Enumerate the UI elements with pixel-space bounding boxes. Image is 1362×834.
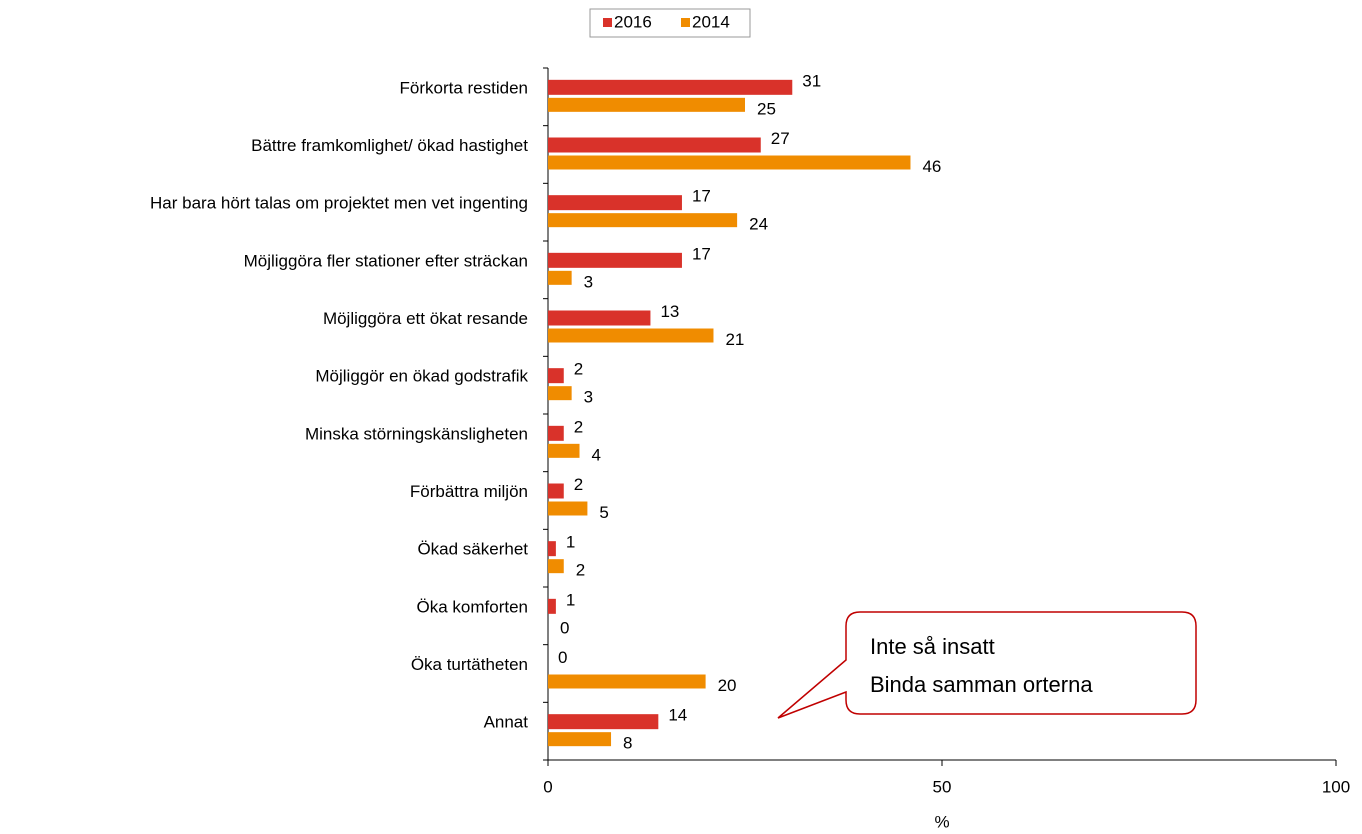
legend-swatch xyxy=(603,18,612,27)
bar xyxy=(548,97,745,112)
data-label: 46 xyxy=(922,157,941,176)
data-label: 1 xyxy=(566,590,575,609)
y-tick-label: Ökad säkerhet xyxy=(417,540,528,559)
bar xyxy=(548,270,572,285)
data-label: 24 xyxy=(749,215,768,234)
data-label: 2 xyxy=(574,475,583,494)
data-label: 0 xyxy=(560,618,569,637)
data-label: 14 xyxy=(668,706,687,725)
data-label: 20 xyxy=(718,676,737,695)
legend-label: 2016 xyxy=(614,12,652,31)
data-label: 13 xyxy=(660,302,679,321)
bar xyxy=(548,79,793,95)
data-label: 25 xyxy=(757,99,776,118)
data-label: 17 xyxy=(692,244,711,263)
y-tick-label: Annat xyxy=(484,713,529,732)
bar xyxy=(548,598,556,614)
bar xyxy=(548,483,564,499)
bar xyxy=(548,328,714,343)
bar xyxy=(548,310,651,326)
legend-box xyxy=(589,8,751,38)
x-tick-label: 0 xyxy=(543,777,552,796)
data-label: 2 xyxy=(574,360,583,379)
y-tick-label: Bättre framkomlighet/ ökad hastighet xyxy=(251,136,528,155)
data-label: 3 xyxy=(584,272,593,291)
bar xyxy=(548,501,588,516)
data-label: 0 xyxy=(558,648,567,667)
legend-swatch xyxy=(681,18,690,27)
bar xyxy=(548,155,911,170)
y-tick-label: Förkorta restiden xyxy=(400,78,529,97)
data-label: 3 xyxy=(584,388,593,407)
y-tick-label: Öka turtätheten xyxy=(411,655,528,674)
bar xyxy=(548,386,572,401)
bar xyxy=(548,559,564,574)
y-tick-label: Möjliggör en ökad godstrafik xyxy=(315,367,528,386)
data-label: 2 xyxy=(574,417,583,436)
bar xyxy=(548,732,612,747)
data-label: 31 xyxy=(802,71,821,90)
bar xyxy=(548,443,580,458)
callout xyxy=(777,611,1197,719)
y-tick-label: Förbättra miljön xyxy=(410,482,528,501)
bar xyxy=(548,714,659,730)
annotation: Binda samman orterna xyxy=(870,672,1093,697)
x-tick-label: 100 xyxy=(1322,777,1350,796)
bar xyxy=(548,137,761,153)
data-label: 8 xyxy=(623,734,632,753)
data-label: 2 xyxy=(576,561,585,580)
bar xyxy=(548,252,682,268)
x-axis-label: % xyxy=(934,812,949,831)
data-label: 17 xyxy=(692,187,711,206)
bar xyxy=(548,425,564,441)
data-label: 27 xyxy=(771,129,790,148)
data-label: 4 xyxy=(592,445,601,464)
data-label: 1 xyxy=(566,533,575,552)
legend-label: 2014 xyxy=(692,12,730,31)
bar xyxy=(548,368,564,384)
bar xyxy=(548,541,556,557)
data-label: 5 xyxy=(599,503,608,522)
x-tick-label: 50 xyxy=(933,777,952,796)
y-tick-label: Möjliggöra ett ökat resande xyxy=(323,309,528,328)
y-tick-label: Möjliggöra fler stationer efter sträckan xyxy=(244,251,528,270)
data-label: 21 xyxy=(725,330,744,349)
annotation: Inte så insatt xyxy=(870,634,995,659)
y-tick-label: Har bara hört talas om projektet men vet… xyxy=(150,194,528,213)
bar xyxy=(548,195,682,211)
y-tick-label: Minska störningskänsligheten xyxy=(305,424,528,443)
bar xyxy=(548,674,706,689)
bar xyxy=(548,213,738,228)
y-tick-label: Öka komforten xyxy=(417,597,529,616)
